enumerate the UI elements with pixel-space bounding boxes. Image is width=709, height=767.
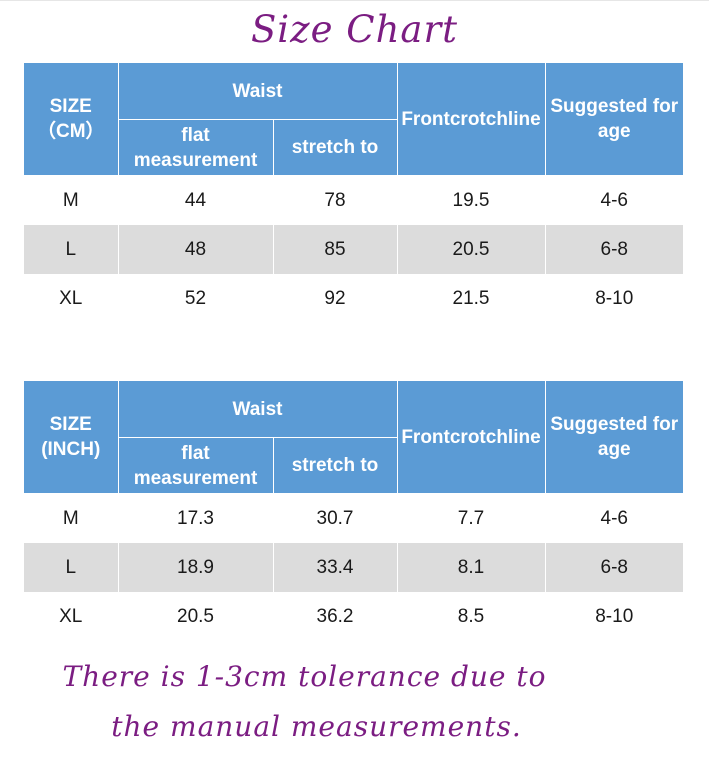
waist-header: Waist <box>117 62 398 120</box>
cell-flat: 18.9 <box>117 543 274 592</box>
cell-size: XL <box>24 592 119 641</box>
table-row: M 17.3 30.7 7.7 4-6 <box>24 493 683 543</box>
suggested-age-header: Suggested for age <box>544 62 683 176</box>
frontcrotchline-header: Frontcrotchline <box>396 380 546 494</box>
table-row: L 18.9 33.4 8.1 6-8 <box>24 543 683 592</box>
flat-measurement-header: flat measurement <box>117 119 274 176</box>
cell-frontcrotchline: 8.5 <box>396 592 546 641</box>
cell-age: 4-6 <box>544 493 683 543</box>
cell-size: L <box>24 225 119 274</box>
cell-stretch: 30.7 <box>272 493 398 543</box>
cell-age: 6-8 <box>544 543 683 592</box>
cell-flat: 48 <box>117 225 274 274</box>
suggested-age-header: Suggested for age <box>544 380 683 494</box>
cell-stretch: 78 <box>272 175 398 225</box>
table-row: L 48 85 20.5 6-8 <box>24 225 683 274</box>
cell-flat: 44 <box>117 175 274 225</box>
size-header: SIZE (INCH) <box>24 380 119 494</box>
cell-stretch: 36.2 <box>272 592 398 641</box>
top-divider <box>0 0 709 1</box>
cell-frontcrotchline: 21.5 <box>396 274 546 323</box>
size-table-cm: SIZE （CM） Waist Frontcrotchline Suggeste… <box>24 62 683 323</box>
cell-age: 6-8 <box>544 225 683 274</box>
tolerance-note-line-2: the manual measurements. <box>111 710 522 743</box>
table-row: M 44 78 19.5 4-6 <box>24 175 683 225</box>
cell-stretch: 33.4 <box>272 543 398 592</box>
cell-age: 8-10 <box>544 274 683 323</box>
cell-size: M <box>24 175 119 225</box>
cell-size: L <box>24 543 119 592</box>
table-row: XL 20.5 36.2 8.5 8-10 <box>24 592 683 641</box>
flat-measurement-header: flat measurement <box>117 437 274 494</box>
cell-size: M <box>24 493 119 543</box>
cell-frontcrotchline: 8.1 <box>396 543 546 592</box>
cell-age: 8-10 <box>544 592 683 641</box>
waist-header: Waist <box>117 380 398 438</box>
cell-stretch: 92 <box>272 274 398 323</box>
cell-age: 4-6 <box>544 175 683 225</box>
cell-size: XL <box>24 274 119 323</box>
cell-frontcrotchline: 7.7 <box>396 493 546 543</box>
size-header: SIZE （CM） <box>24 62 119 176</box>
cell-frontcrotchline: 20.5 <box>396 225 546 274</box>
tolerance-note-line-1: There is 1-3cm tolerance due to <box>62 660 547 693</box>
table-row: XL 52 92 21.5 8-10 <box>24 274 683 323</box>
page-title: Size Chart <box>250 8 459 51</box>
size-table-inch: SIZE (INCH) Waist Frontcrotchline Sugges… <box>24 380 683 641</box>
stretch-to-header: stretch to <box>272 437 398 494</box>
frontcrotchline-header: Frontcrotchline <box>396 62 546 176</box>
stretch-to-header: stretch to <box>272 119 398 176</box>
cell-stretch: 85 <box>272 225 398 274</box>
cell-flat: 52 <box>117 274 274 323</box>
cell-frontcrotchline: 19.5 <box>396 175 546 225</box>
cell-flat: 17.3 <box>117 493 274 543</box>
cell-flat: 20.5 <box>117 592 274 641</box>
